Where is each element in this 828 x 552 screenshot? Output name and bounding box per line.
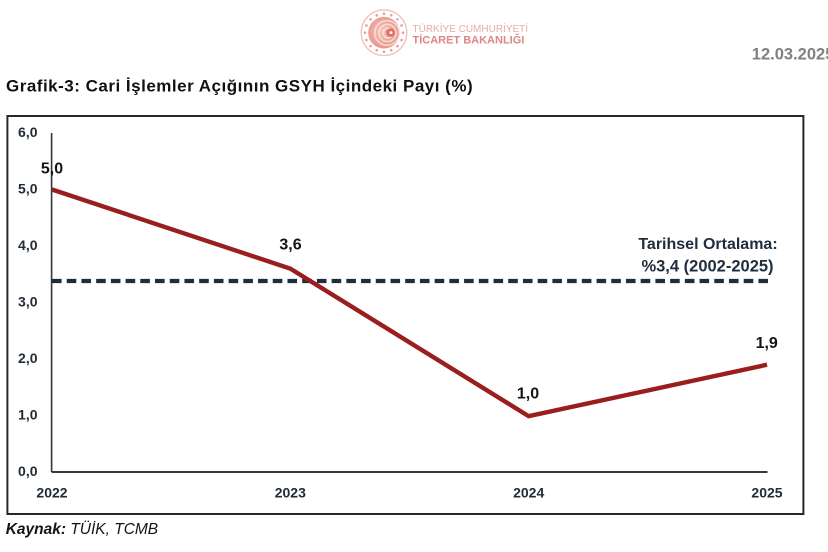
svg-text:TİCARET BAKANLIĞI: TİCARET BAKANLIĞI <box>413 34 525 47</box>
svg-text:2022: 2022 <box>36 484 67 500</box>
svg-text:5,0: 5,0 <box>41 161 63 178</box>
svg-text:4,0: 4,0 <box>18 237 38 253</box>
svg-text:%3,4 (2002-2025): %3,4 (2002-2025) <box>641 258 773 276</box>
svg-text:Grafik-3: Cari İşlemler Açığın: Grafik-3: Cari İşlemler Açığının GSYH İç… <box>6 77 473 96</box>
svg-text:1,0: 1,0 <box>18 407 38 423</box>
svg-text:1,0: 1,0 <box>517 385 539 402</box>
svg-text:Tarihsel Ortalama:: Tarihsel Ortalama: <box>638 236 777 253</box>
svg-text:TÜRKİYE CUMHURİYETİ: TÜRKİYE CUMHURİYETİ <box>413 22 529 35</box>
svg-text:2,0: 2,0 <box>18 350 38 366</box>
svg-text:3,0: 3,0 <box>18 294 38 310</box>
svg-text:12.03.2025: 12.03.2025 <box>752 46 828 64</box>
svg-text:Kaynak: TÜİK, TCMB: Kaynak: TÜİK, TCMB <box>6 520 158 538</box>
svg-text:5,0: 5,0 <box>18 181 38 197</box>
svg-text:1,9: 1,9 <box>756 335 778 352</box>
svg-text:2023: 2023 <box>275 484 306 500</box>
svg-text:2025: 2025 <box>751 484 782 500</box>
svg-text:2024: 2024 <box>513 484 544 500</box>
svg-text:6,0: 6,0 <box>18 124 38 140</box>
svg-text:0,0: 0,0 <box>18 463 38 479</box>
svg-text:3,6: 3,6 <box>279 236 301 253</box>
